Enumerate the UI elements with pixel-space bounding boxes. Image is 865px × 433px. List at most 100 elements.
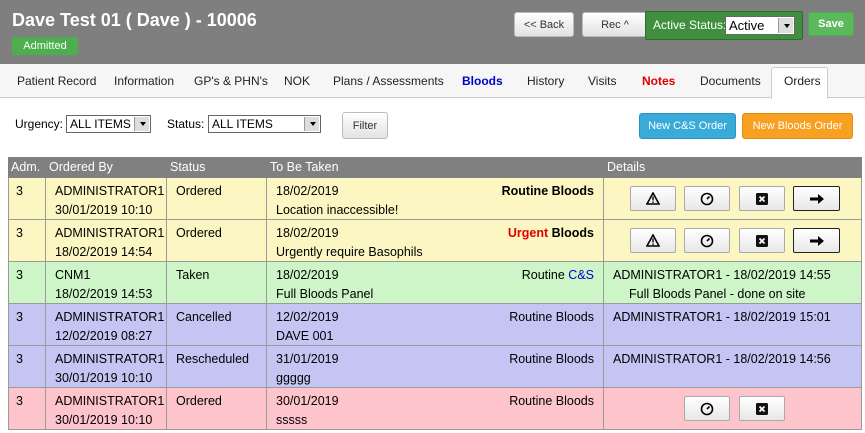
order-urgency: Routine — [521, 268, 565, 282]
column-header: Status — [170, 160, 206, 174]
action-icon — [809, 235, 824, 246]
order-urgency: Routine — [509, 310, 553, 324]
detail-line: Full Bloods Panel - done on site — [629, 287, 806, 301]
status-cell: Cancelled — [167, 304, 267, 346]
order-kind: Bloods — [555, 394, 594, 408]
ordered-at: 30/01/2019 10:10 — [55, 371, 153, 385]
taken-line: 30/01/2019 Routine Bloods — [276, 392, 603, 411]
action-icon — [700, 234, 714, 247]
adm-cell: 3 — [8, 262, 46, 304]
ordered-by: ADMINISTRATOR1 — [55, 310, 165, 324]
tab[interactable]: History — [527, 74, 565, 88]
detail-action-button[interactable] — [793, 186, 840, 211]
rec-button[interactable]: Rec ^ — [582, 12, 648, 37]
detail-action-button[interactable] — [630, 228, 676, 253]
detail-line: ADMINISTRATOR1 - 18/02/2019 14:55 — [613, 268, 831, 282]
action-icon — [756, 234, 768, 247]
action-icon — [646, 234, 660, 247]
action-icon — [700, 402, 714, 415]
to-be-taken-cell: 31/01/2019 Routine Bloods ggggg — [267, 346, 604, 388]
order-type: Routine Bloods — [509, 308, 594, 327]
details-cell: ADMINISTRATOR1 - 18/02/2019 15:01 — [604, 304, 862, 346]
order-urgency: Routine — [509, 394, 553, 408]
tab[interactable]: GP's & PHN's — [194, 74, 268, 88]
status-select[interactable]: ALL ITEMS — [208, 115, 321, 133]
ordered-by-cell: CNM1 18/02/2019 14:53 — [46, 262, 167, 304]
select-arrow — [140, 122, 146, 126]
new-bloods-order-button[interactable]: New Bloods Order — [742, 113, 853, 139]
active-status-value: Active — [729, 18, 765, 33]
ordered-by-cell: ADMINISTRATOR1 12/02/2019 08:27 — [46, 304, 167, 346]
select-arrow — [784, 23, 790, 28]
ordered-by: ADMINISTRATOR1 — [55, 226, 165, 240]
adm-value: 3 — [16, 268, 23, 282]
tab[interactable]: Patient Record — [17, 74, 97, 88]
detail-line: ADMINISTRATOR1 - 18/02/2019 15:01 — [613, 310, 831, 324]
order-note: ggggg — [276, 371, 311, 385]
column-header: To Be Taken — [270, 160, 339, 174]
status: Ordered — [176, 184, 222, 198]
adm-cell: 3 — [8, 346, 46, 388]
tab[interactable]: Notes — [642, 74, 676, 88]
detail-action-button[interactable] — [793, 228, 840, 253]
order-kind: Bloods — [555, 310, 594, 324]
table-header — [8, 157, 862, 178]
status: Rescheduled — [176, 352, 249, 366]
taken-date: 30/01/2019 — [276, 394, 339, 408]
status-label: Status: — [167, 117, 205, 131]
action-icon — [756, 402, 768, 415]
adm-cell: 3 — [8, 304, 46, 346]
detail-action-button[interactable] — [684, 228, 730, 253]
order-note: sssss — [276, 413, 308, 427]
filter-button[interactable]: Filter — [342, 112, 388, 139]
tab[interactable]: Documents — [700, 74, 761, 88]
order-type: Routine Bloods — [509, 350, 594, 369]
detail-action-button[interactable] — [684, 186, 730, 211]
adm-cell: 3 — [8, 220, 46, 262]
order-urgency: Urgent — [507, 226, 549, 240]
save-button[interactable]: Save — [808, 12, 854, 36]
order-kind: Bloods — [551, 184, 594, 198]
ordered-by: ADMINISTRATOR1 — [55, 352, 165, 366]
ordered-at: 30/01/2019 10:10 — [55, 413, 153, 427]
action-icon — [646, 192, 660, 205]
status: Cancelled — [176, 310, 232, 324]
column-header: Adm. — [11, 160, 41, 174]
new-cs-order-button[interactable]: New C&S Order — [639, 113, 736, 139]
taken-date: 18/02/2019 — [276, 268, 339, 282]
detail-action-button[interactable] — [739, 228, 785, 253]
taken-line: 18/02/2019 Routine Bloods — [276, 182, 603, 201]
to-be-taken-cell: 12/02/2019 Routine Bloods DAVE 001 — [267, 304, 604, 346]
adm-value: 3 — [16, 310, 23, 324]
back-button[interactable]: << Back — [514, 12, 574, 37]
urgency-select[interactable]: ALL ITEMS — [66, 115, 151, 133]
status-cell: Ordered — [167, 178, 267, 220]
urgency-value: ALL ITEMS — [70, 117, 131, 131]
order-urgency: Routine — [509, 352, 553, 366]
active-status-select[interactable]: Active — [725, 16, 795, 35]
detail-action-button[interactable] — [739, 396, 785, 421]
to-be-taken-cell: 18/02/2019 Routine C&S Full Bloods Panel — [267, 262, 604, 304]
tab[interactable]: NOK — [284, 74, 311, 88]
active-status-label: Active Status: — [653, 18, 727, 32]
urgency-label: Urgency: — [15, 117, 64, 131]
ordered-by-cell: ADMINISTRATOR1 18/02/2019 14:54 — [46, 220, 167, 262]
status: Taken — [176, 268, 210, 282]
tab[interactable]: Bloods — [462, 74, 503, 88]
detail-action-button[interactable] — [739, 186, 785, 211]
status: Ordered — [176, 226, 222, 240]
status-cell: Ordered — [167, 388, 267, 430]
detail-action-button[interactable] — [630, 186, 676, 211]
ordered-by: ADMINISTRATOR1 — [55, 184, 165, 198]
detail-action-button[interactable] — [684, 396, 730, 421]
tab[interactable]: Plans / Assessments — [333, 74, 444, 88]
tab[interactable]: Visits — [588, 74, 617, 88]
tab[interactable]: Orders — [784, 74, 821, 88]
details-cell: ADMINISTRATOR1 - 18/02/2019 14:55 Full Bl… — [604, 262, 862, 304]
adm-value: 3 — [16, 184, 23, 198]
order-kind: Bloods — [555, 352, 594, 366]
tab[interactable]: Information — [114, 74, 175, 88]
order-urgency: Routine — [501, 184, 549, 198]
order-kind: C&S — [568, 268, 594, 282]
